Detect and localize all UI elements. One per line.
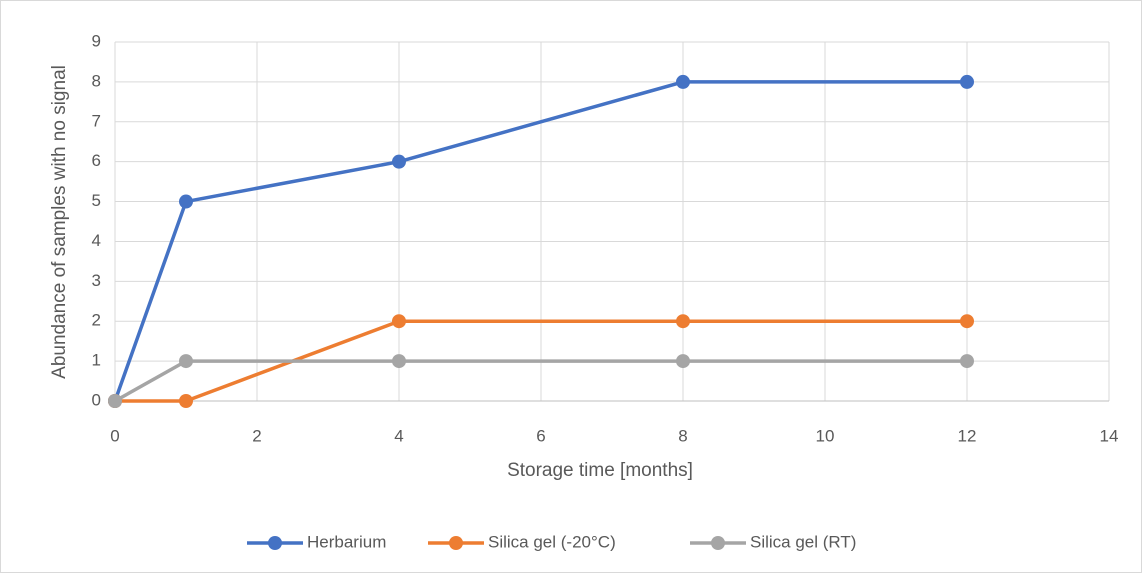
x-tick-label: 6 [536,426,545,445]
x-tick-label: 2 [252,426,261,445]
y-tick-label: 1 [92,351,101,370]
legend-marker [268,536,282,550]
data-point [960,354,974,369]
y-tick-label: 6 [92,151,101,170]
x-tick-label: 10 [816,426,835,445]
data-point [392,314,406,329]
y-tick-label: 7 [92,111,101,130]
data-point [179,194,193,209]
legend-label: Herbarium [307,532,386,551]
legend-marker [449,536,463,550]
y-tick-label: 3 [92,271,101,290]
y-axis-title: Abundance of samples with no signal [49,65,70,379]
y-tick-label: 8 [92,71,101,90]
y-tick-label: 2 [92,311,101,330]
data-point [960,74,974,89]
x-tick-label: 14 [1100,426,1119,445]
y-tick-label: 0 [92,390,101,409]
x-tick-label: 8 [678,426,687,445]
data-point [960,314,974,329]
legend-label: Silica gel (-20°C) [488,532,616,551]
legend-label: Silica gel (RT) [750,532,856,551]
x-axis-title: Storage time [months] [507,460,693,481]
data-point [676,354,690,369]
data-point [676,74,690,89]
x-tick-label: 12 [958,426,977,445]
x-tick-label: 0 [110,426,119,445]
data-point [392,354,406,369]
data-point [108,394,122,408]
data-point [676,314,690,329]
data-point [179,354,193,369]
data-point [392,154,406,169]
y-tick-label: 9 [92,31,101,50]
x-tick-label: 4 [394,426,403,445]
legend-marker [711,536,725,550]
y-tick-label: 5 [92,191,101,210]
y-tick-label: 4 [92,231,101,250]
data-point [179,394,193,408]
